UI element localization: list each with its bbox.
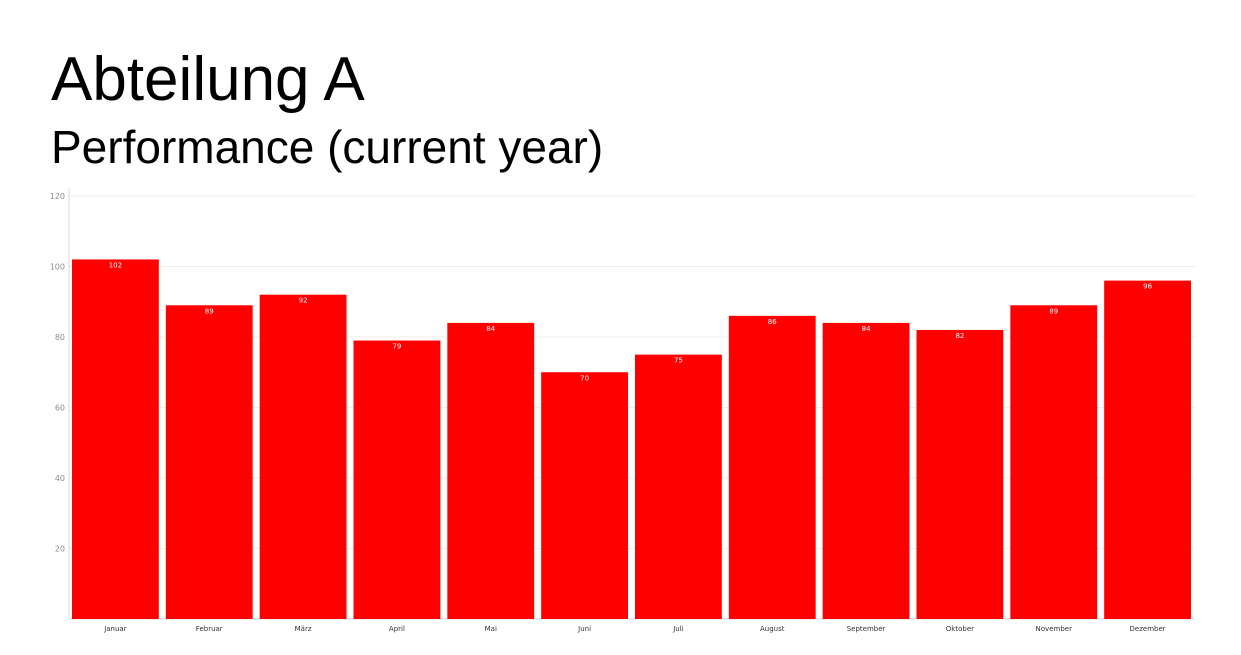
x-tick-label: Dezember: [1130, 625, 1166, 633]
x-tick-label: August: [760, 625, 785, 633]
x-tick-label: November: [1036, 625, 1073, 633]
data-label: 102: [109, 261, 122, 269]
bar: [72, 259, 159, 619]
data-label: 75: [674, 357, 683, 365]
x-tick-label: Oktober: [946, 625, 974, 633]
data-label: 89: [1049, 307, 1058, 315]
chart-subtitle: Performance (current year): [51, 121, 604, 173]
data-label: 84: [862, 325, 871, 333]
data-label: 96: [1143, 283, 1152, 291]
bar: [1104, 280, 1191, 619]
bar: [1010, 305, 1098, 619]
y-tick-label: 100: [50, 263, 65, 272]
data-labels: 102 89 92 79 84 70 75 86 84 82 89 96: [109, 261, 1153, 382]
bars: [72, 259, 1191, 619]
data-label: 84: [486, 325, 495, 333]
bar: [447, 322, 535, 619]
x-tick-label: Mai: [485, 625, 497, 633]
x-tick-label: April: [389, 625, 405, 633]
y-tick-label: 60: [55, 404, 65, 413]
bar: [635, 354, 722, 619]
data-label: 92: [299, 297, 308, 305]
gridlines: [69, 195, 1195, 549]
bar: [353, 340, 441, 619]
y-tick-label: 120: [50, 192, 65, 201]
data-label: 70: [580, 374, 589, 382]
y-tick-label: 40: [55, 474, 65, 483]
chart-title: Abteilung A: [51, 45, 365, 114]
x-tick-label: Juli: [672, 625, 683, 633]
bar: [259, 294, 347, 619]
bar: [916, 329, 1004, 619]
x-tick-label: Januar: [103, 625, 127, 633]
x-tick-label: Februar: [196, 625, 223, 633]
data-label: 86: [768, 318, 777, 326]
x-tick-label: September: [847, 625, 886, 633]
bar: [541, 372, 628, 619]
y-tick-label: 80: [55, 333, 65, 342]
bar: [165, 305, 253, 619]
bar: [728, 315, 816, 619]
bar: [822, 322, 910, 619]
data-label: 89: [205, 307, 214, 315]
axes: 20 40 60 80 100 120 Januar Februar März April Mai J…: [50, 188, 1195, 633]
y-tick-label: 20: [55, 545, 65, 554]
x-tick-label: März: [295, 625, 312, 633]
data-label: 79: [392, 343, 401, 351]
data-label: 82: [955, 332, 964, 340]
x-tick-label: Juni: [577, 625, 591, 633]
